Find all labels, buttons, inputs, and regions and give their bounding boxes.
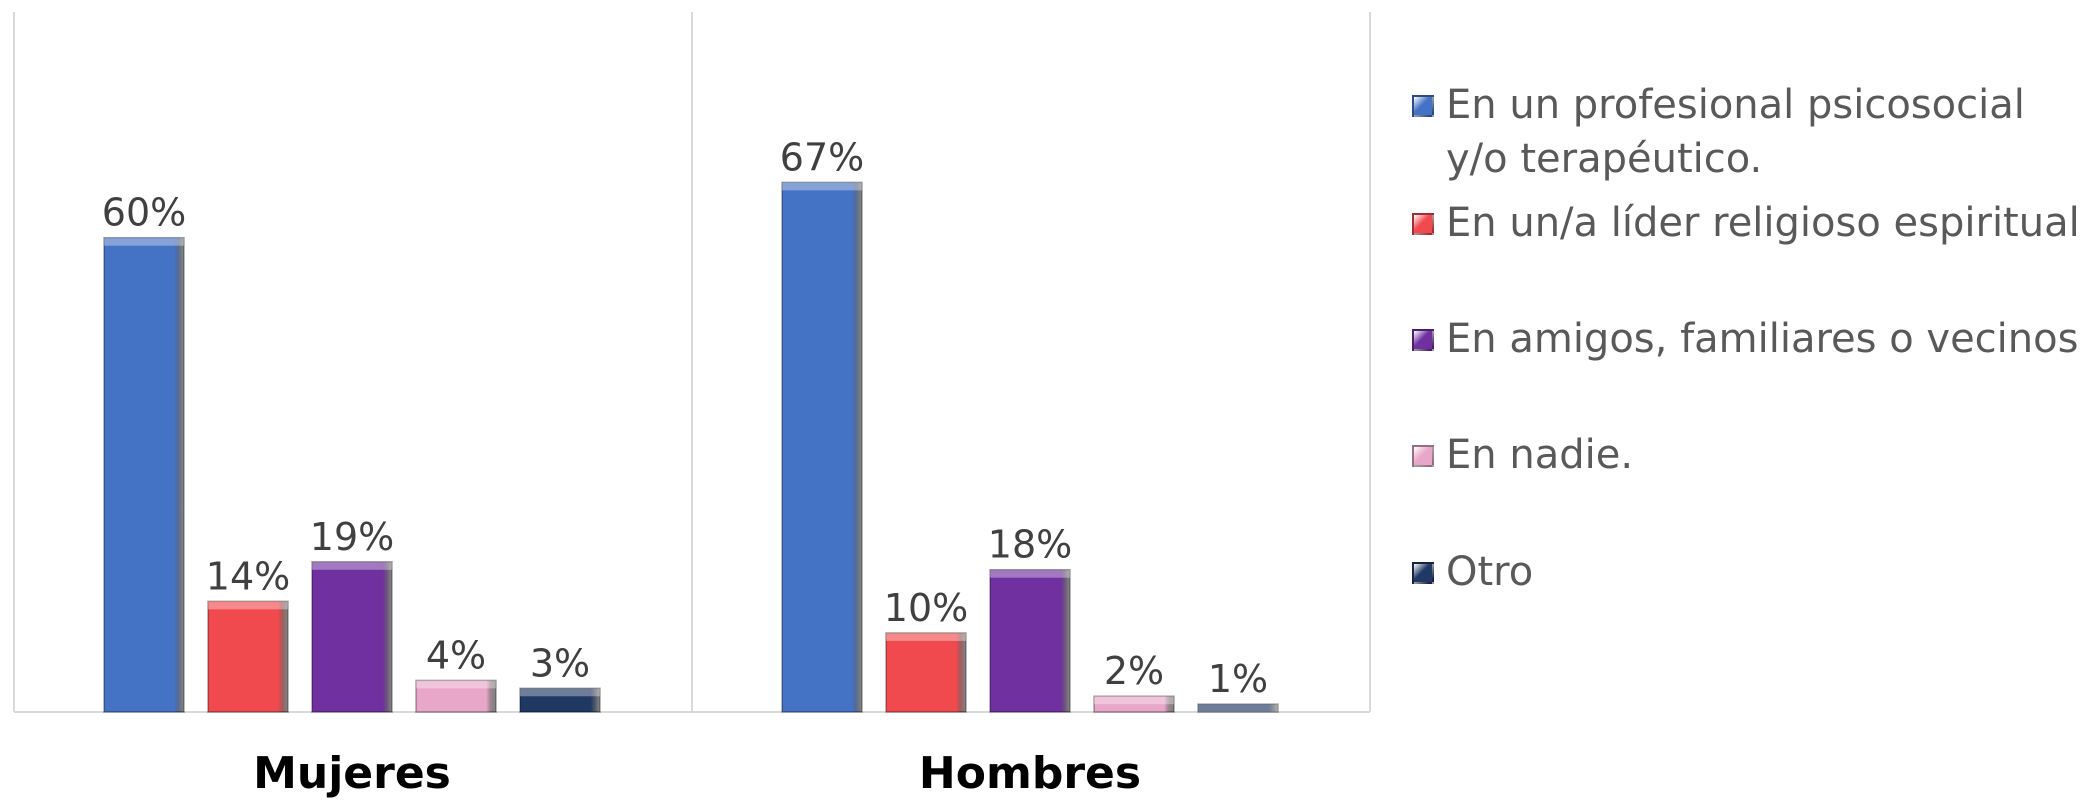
- bar-mujeres-otro: [519, 687, 601, 713]
- legend-swatch: [1412, 329, 1434, 351]
- legend-label: En amigos, familiares o vecinos: [1446, 316, 2079, 362]
- bar-highlight: [312, 561, 392, 570]
- bar-highlight: [1198, 704, 1278, 712]
- data-label: 3%: [530, 641, 590, 685]
- legend-swatch: [1412, 562, 1434, 584]
- bar-mujeres-en-un-profesional-psicosocial-y-o-terapeutico: [103, 236, 185, 713]
- legend-label: En un profesional psicosocial y/o terapé…: [1446, 82, 2025, 182]
- legend-item-en-nadie: En nadie.: [1412, 428, 2086, 482]
- category-label-mujeres: Mujeres: [253, 748, 451, 799]
- category-label-hombres: Hombres: [919, 748, 1141, 799]
- legend-item-en-un-profesional-psicosocial-y-o-terapeutico: En un profesional psicosocial y/o terapé…: [1412, 78, 2086, 186]
- bar-highlight: [782, 182, 862, 191]
- bar-hombres-en-nadie: [1093, 695, 1175, 713]
- bar-hombres-en-un-profesional-psicosocial-y-o-terapeutico: [781, 181, 863, 713]
- data-label: 14%: [206, 554, 290, 598]
- bar-highlight: [520, 688, 600, 697]
- bar-highlight: [990, 569, 1070, 578]
- legend-swatch: [1412, 445, 1434, 467]
- legend-item-en-un-a-lider-religioso-espiritual: En un/a líder religioso espiritual: [1412, 196, 2086, 250]
- data-label: 18%: [988, 523, 1072, 567]
- bar-hombres-en-un-a-lider-religioso-espiritual: [885, 632, 967, 713]
- data-label: 1%: [1208, 657, 1268, 701]
- legend-label: Otro: [1446, 549, 1534, 595]
- bar-hombres-en-amigos-familiares-o-vecinos: [989, 568, 1071, 713]
- bar-highlight: [416, 680, 496, 689]
- legend-label: En nadie.: [1446, 432, 1634, 478]
- data-label: 67%: [780, 135, 864, 179]
- data-label: 4%: [426, 633, 486, 677]
- bar-mujeres-en-nadie: [415, 679, 497, 713]
- data-label: 60%: [102, 191, 186, 235]
- legend-item-otro: Otro: [1412, 545, 2086, 599]
- data-label: 19%: [310, 515, 394, 559]
- bar-highlight: [208, 601, 288, 610]
- legend-swatch: [1412, 95, 1434, 117]
- bar-mujeres-en-un-a-lider-religioso-espiritual: [207, 600, 289, 713]
- bar-highlight: [886, 632, 966, 641]
- bar-highlight: [104, 237, 184, 246]
- bar-hombres-otro: [1197, 703, 1279, 713]
- legend-label: En un/a líder religioso espiritual: [1446, 200, 2080, 246]
- bar-mujeres-en-amigos-familiares-o-vecinos: [311, 561, 393, 713]
- legend-item-en-amigos-familiares-o-vecinos: En amigos, familiares o vecinos: [1412, 312, 2086, 366]
- data-label: 10%: [884, 586, 968, 630]
- bar-highlight: [1094, 696, 1174, 705]
- data-label: 2%: [1104, 649, 1164, 693]
- legend-swatch: [1412, 213, 1434, 235]
